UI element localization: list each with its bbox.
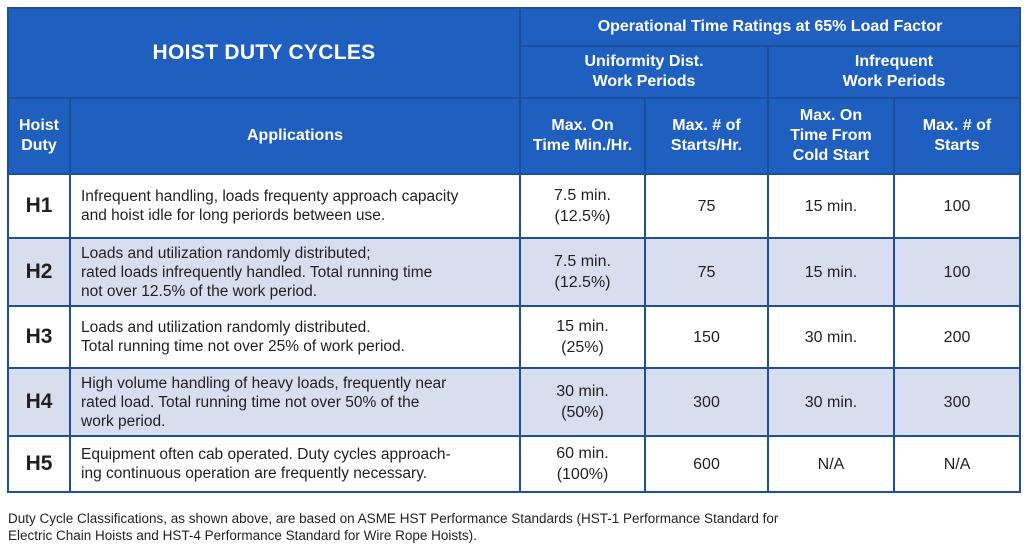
max-on-time: 15 min. (25%) [519,305,646,369]
hoist-duty-cycles-table: HOIST DUTY CYCLES Operational Time Ratin… [7,7,1022,493]
max-starts: N/A [892,435,1022,493]
application-text: Loads and utilization randomly distribut… [69,305,521,369]
max-starts: 100 [892,173,1022,239]
max-starts-per-hour: 75 [644,173,769,239]
max-starts: 300 [892,367,1022,437]
max-on-time-cold-start: 30 min. [767,367,895,437]
application-text: Equipment often cab operated. Duty cycle… [69,435,521,493]
application-text: High volume handling of heavy loads, fre… [69,367,521,437]
max-starts-per-hour: 150 [644,305,769,369]
column-header-max-starts: Max. # of Starts [892,97,1022,175]
application-text: Infrequent handling, loads frequenty app… [69,173,521,239]
max-starts-per-hour: 300 [644,367,769,437]
table-row: H4 High volume handling of heavy loads, … [7,367,1022,437]
table-title: HOIST DUTY CYCLES [7,7,521,99]
table-row: H1 Infrequent handling, loads frequenty … [7,173,1022,239]
max-on-time-cold-start: 30 min. [767,305,895,369]
column-header-hoist-duty: Hoist Duty [7,97,71,175]
max-on-time-cold-start: 15 min. [767,237,895,307]
column-header-max-on-time-cold-start: Max. On Time From Cold Start [767,97,895,175]
max-on-time: 30 min. (50%) [519,367,646,437]
duty-class: H4 [7,367,71,437]
max-on-time-cold-start: N/A [767,435,895,493]
column-header-max-on-time: Max. On Time Min./Hr. [519,97,646,175]
table-row: H2 Loads and utilization randomly distri… [7,237,1022,307]
duty-class: H1 [7,173,71,239]
duty-class: H5 [7,435,71,493]
column-header-max-starts-per-hour: Max. # of Starts/Hr. [644,97,769,175]
table-row: H5 Equipment often cab operated. Duty cy… [7,435,1022,493]
group-header-infrequent: Infrequent Work Periods [766,45,1022,99]
max-starts: 100 [892,237,1022,307]
group-header-uniform: Uniformity Dist. Work Periods [519,45,769,99]
footnote: Duty Cycle Classifications, as shown abo… [8,511,779,543]
duty-class: H2 [7,237,71,307]
column-header-applications: Applications [69,97,521,175]
max-starts: 200 [892,305,1022,369]
max-on-time-cold-start: 15 min. [767,173,895,239]
max-on-time: 7.5 min. (12.5%) [519,173,646,239]
super-header: Operational Time Ratings at 65% Load Fac… [518,7,1022,47]
duty-class: H3 [7,305,71,369]
max-on-time: 7.5 min. (12.5%) [519,237,646,307]
application-text: Loads and utilization randomly distribut… [69,237,521,307]
max-starts-per-hour: 600 [644,435,769,493]
table-row: H3 Loads and utilization randomly distri… [7,305,1022,369]
max-starts-per-hour: 75 [644,237,769,307]
max-on-time: 60 min. (100%) [519,435,646,493]
